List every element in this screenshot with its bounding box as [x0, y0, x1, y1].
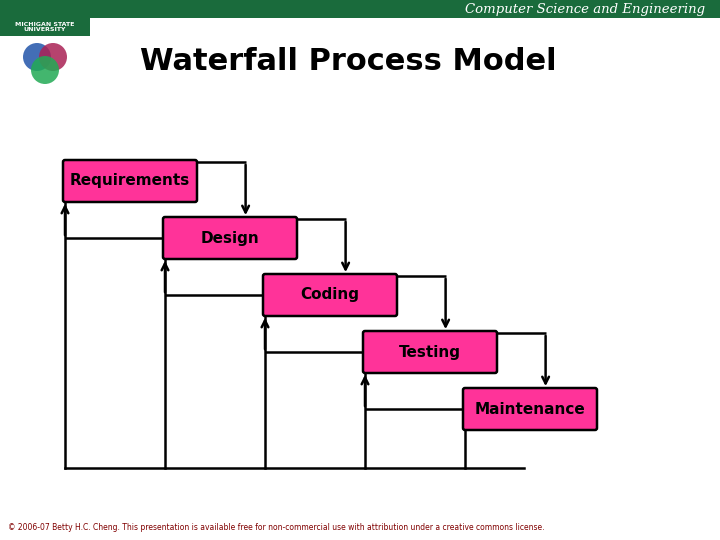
Text: © 2006-07 Betty H.C. Cheng. This presentation is available free for non-commerci: © 2006-07 Betty H.C. Cheng. This present… — [8, 523, 544, 532]
Circle shape — [39, 43, 67, 71]
Text: Testing: Testing — [399, 345, 461, 360]
FancyBboxPatch shape — [263, 274, 397, 316]
Text: MICHIGAN STATE
UNIVERSITY: MICHIGAN STATE UNIVERSITY — [15, 22, 75, 32]
FancyBboxPatch shape — [463, 388, 597, 430]
Text: Coding: Coding — [300, 287, 359, 302]
Text: Maintenance: Maintenance — [474, 402, 585, 416]
Text: Waterfall Process Model: Waterfall Process Model — [140, 48, 557, 77]
Text: Computer Science and Engineering: Computer Science and Engineering — [465, 3, 705, 16]
Circle shape — [31, 56, 59, 84]
FancyBboxPatch shape — [363, 331, 497, 373]
Text: Requirements: Requirements — [70, 173, 190, 188]
Circle shape — [23, 43, 51, 71]
Text: Design: Design — [201, 231, 259, 246]
FancyBboxPatch shape — [63, 160, 197, 202]
Bar — [0, 0, 720, 18]
Bar — [0, 18, 90, 36]
FancyBboxPatch shape — [163, 217, 297, 259]
